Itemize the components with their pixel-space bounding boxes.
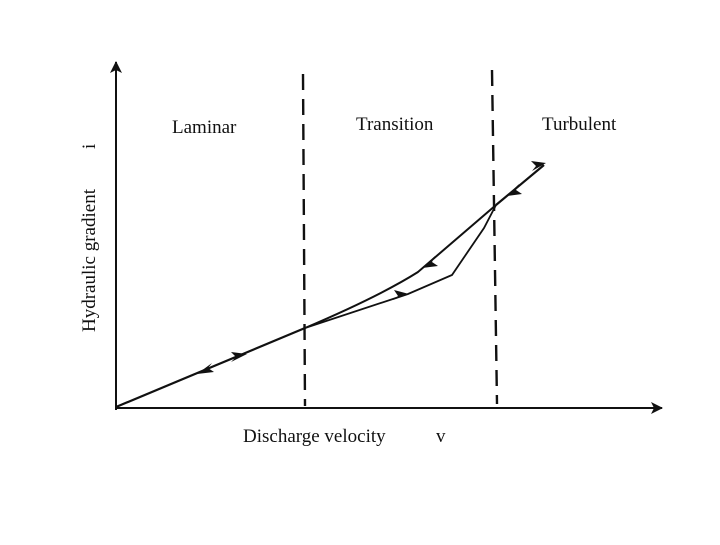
x-axis-label: Discharge velocity — [243, 426, 386, 447]
y-axis-label: Hydraulic gradient — [79, 188, 100, 332]
region-label-transition: Transition — [356, 114, 434, 135]
region-label-turbulent: Turbulent — [542, 114, 617, 135]
arrow-turbulent-up-icon — [531, 161, 546, 171]
upper-branch-curve — [304, 204, 497, 329]
arrow-laminar-up-icon — [231, 352, 247, 362]
transition-turbulent-boundary — [490, 69, 499, 405]
turbulent-curve — [495, 164, 545, 206]
x-axis-symbol: v — [436, 426, 446, 447]
y-axis-symbol: i — [79, 144, 100, 149]
region-label-laminar: Laminar — [172, 117, 237, 138]
arrow-transition-down-icon — [422, 256, 438, 268]
arrow-transition-up-icon — [393, 290, 409, 300]
laminar-curve — [115, 326, 306, 409]
laminar-transition-boundary — [301, 73, 307, 407]
arrow-turbulent-down-icon — [507, 184, 522, 196]
arrow-laminar-down-icon — [197, 363, 214, 374]
lower-branch-curve — [304, 204, 497, 329]
